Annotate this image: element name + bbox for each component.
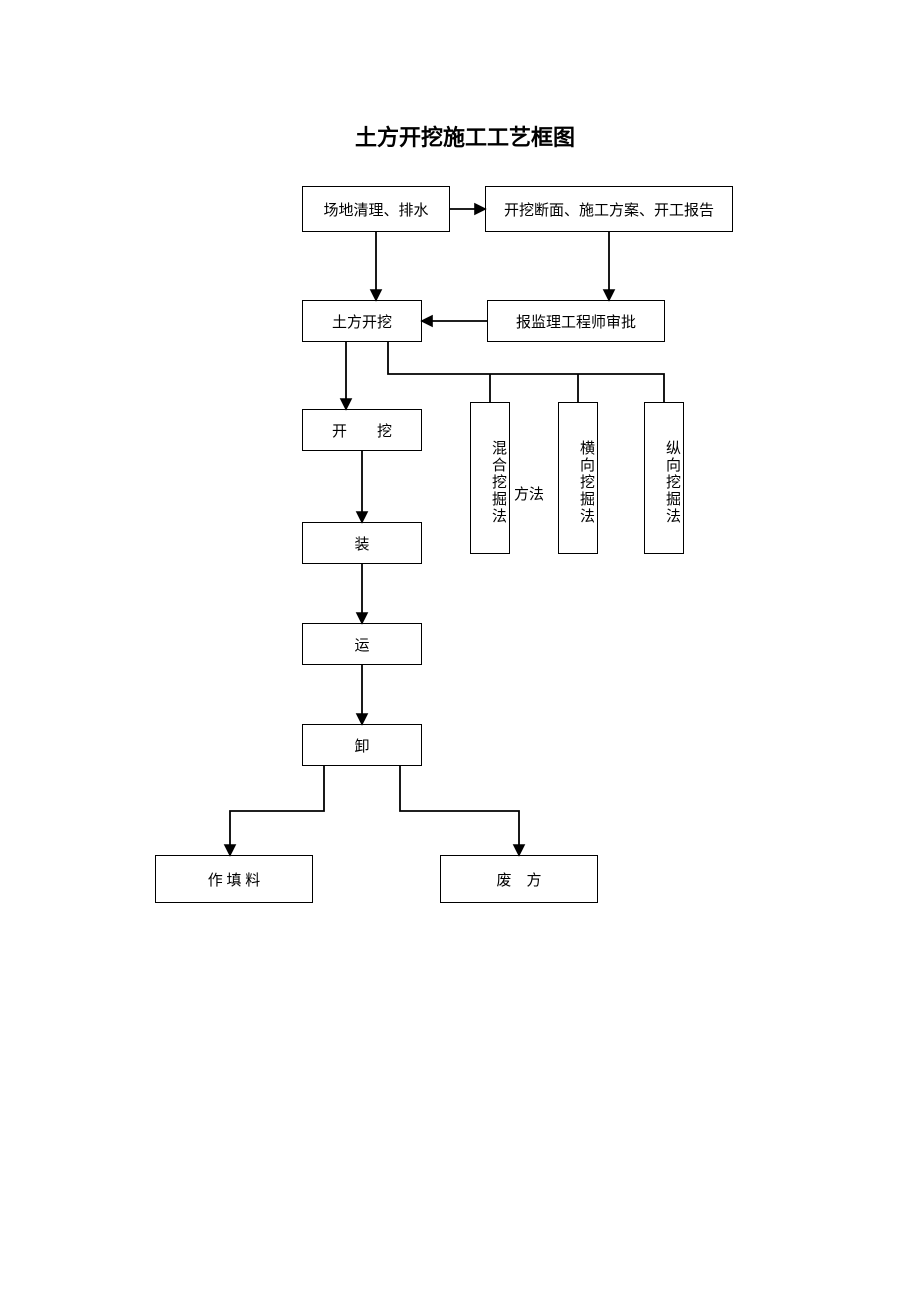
label-method: 方法 bbox=[514, 483, 544, 504]
page-title: 土方开挖施工工艺框图 bbox=[335, 120, 595, 152]
node-load: 装 bbox=[302, 522, 422, 564]
node-excavate: 开 挖 bbox=[302, 409, 422, 451]
node-earthwork: 土方开挖 bbox=[302, 300, 422, 342]
node-horizontal-method: 横向挖掘法 bbox=[558, 402, 598, 554]
node-waste: 废 方 bbox=[440, 855, 598, 903]
node-excavation-plan: 开挖断面、施工方案、开工报告 bbox=[485, 186, 733, 232]
node-vertical-method: 纵向挖掘法 bbox=[644, 402, 684, 554]
flowchart-arrows bbox=[0, 0, 920, 1302]
node-supervisor-approval: 报监理工程师审批 bbox=[487, 300, 665, 342]
node-transport: 运 bbox=[302, 623, 422, 665]
node-unload: 卸 bbox=[302, 724, 422, 766]
node-site-clear: 场地清理、排水 bbox=[302, 186, 450, 232]
node-fill-material: 作 填 料 bbox=[155, 855, 313, 903]
node-mixed-method: 混合挖掘法 bbox=[470, 402, 510, 554]
